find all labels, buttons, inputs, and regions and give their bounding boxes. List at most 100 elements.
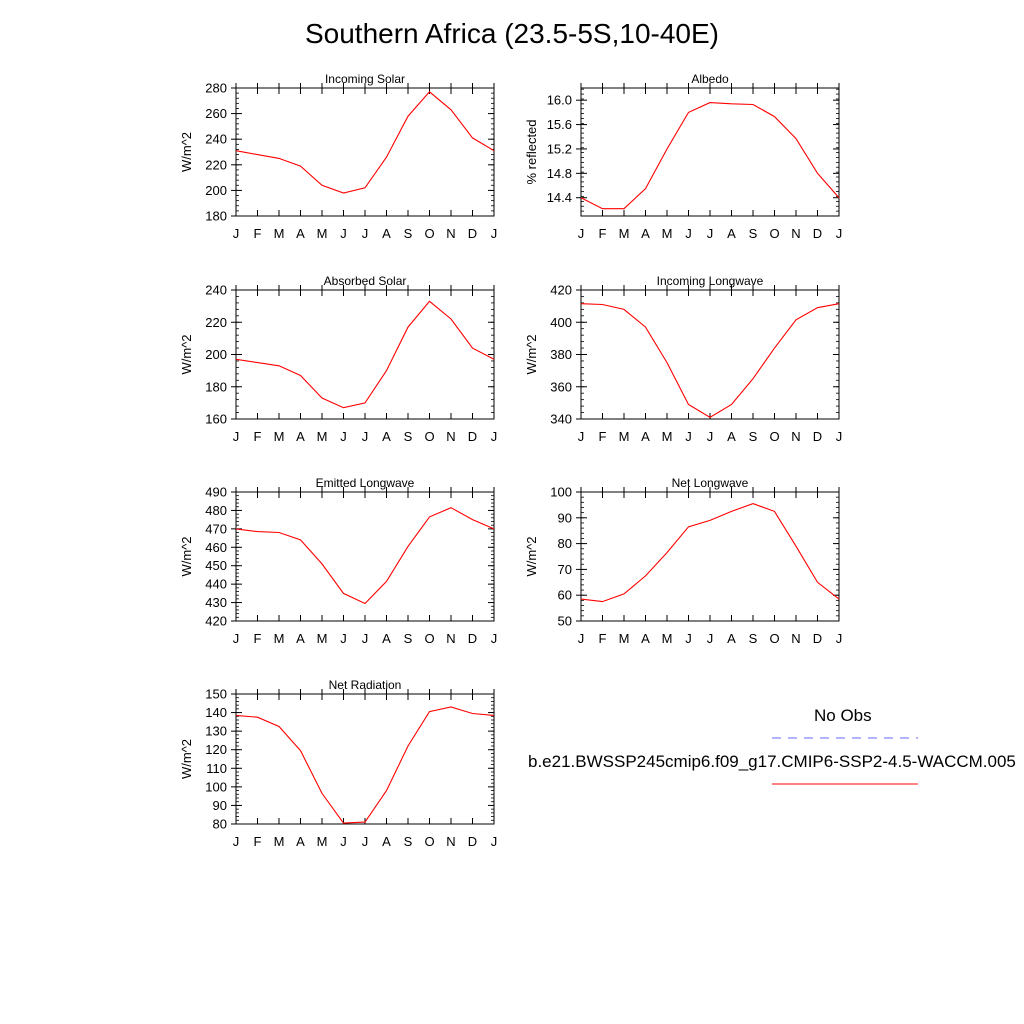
legend bbox=[772, 737, 918, 785]
incoming-solar-ytick-label: 260 bbox=[205, 106, 227, 121]
incoming-longwave-xtick-label: F bbox=[599, 429, 607, 444]
emitted-longwave-xtick-label: O bbox=[424, 631, 434, 646]
net-radiation-xtick-label: J bbox=[491, 834, 498, 849]
albedo-xtick-label: O bbox=[769, 226, 779, 241]
absorbed-solar-xtick-label: A bbox=[382, 429, 391, 444]
incoming-longwave-xtick-label: J bbox=[836, 429, 843, 444]
incoming-solar-ytick-label: 180 bbox=[205, 209, 227, 224]
net-radiation-xtick-label: F bbox=[254, 834, 262, 849]
albedo-xtick-label: J bbox=[836, 226, 843, 241]
emitted-longwave-ytick-label: 420 bbox=[205, 614, 227, 629]
emitted-longwave-series-line bbox=[235, 507, 495, 605]
emitted-longwave-xtick-label: J bbox=[491, 631, 498, 646]
emitted-longwave-ytick-label: 490 bbox=[205, 485, 227, 500]
net-radiation-ytick-label: 130 bbox=[205, 724, 227, 739]
emitted-longwave-ytick-label: 440 bbox=[205, 577, 227, 592]
albedo-xtick-label: J bbox=[707, 226, 714, 241]
incoming-longwave-ytick-label: 360 bbox=[550, 379, 572, 394]
incoming-solar-series-line bbox=[235, 91, 495, 194]
emitted-longwave-ytick-label: 470 bbox=[205, 521, 227, 536]
net-radiation-title: Net Radiation bbox=[329, 678, 402, 692]
incoming-solar-xtick-label: J bbox=[233, 226, 240, 241]
incoming-longwave-xtick-label: A bbox=[727, 429, 736, 444]
absorbed-solar-xtick-label: J bbox=[491, 429, 498, 444]
legend-label-model: b.e21.BWSSP245cmip6.f09_g17.CMIP6-SSP2-4… bbox=[528, 752, 1016, 771]
incoming-solar-xtick-label: S bbox=[404, 226, 413, 241]
emitted-longwave-xtick-label: F bbox=[254, 631, 262, 646]
absorbed-solar-xtick-label: N bbox=[446, 429, 455, 444]
net-longwave-xtick-label: M bbox=[619, 631, 630, 646]
emitted-longwave-xtick-label: N bbox=[446, 631, 455, 646]
net-radiation-xtick-label: A bbox=[296, 834, 305, 849]
incoming-longwave-xtick-label: O bbox=[769, 429, 779, 444]
incoming-longwave-title: Incoming Longwave bbox=[657, 274, 764, 288]
incoming-longwave-series-line bbox=[580, 303, 840, 419]
absorbed-solar-xtick-label: J bbox=[362, 429, 369, 444]
net-radiation-ytick-label: 110 bbox=[206, 761, 227, 776]
net-longwave-ytick-label: 80 bbox=[558, 536, 572, 551]
absorbed-solar-xtick-label: S bbox=[404, 429, 413, 444]
net-radiation-frame bbox=[235, 693, 495, 825]
net-longwave-xtick-label: J bbox=[685, 631, 692, 646]
emitted-longwave-xtick-label: J bbox=[233, 631, 240, 646]
page-title: Southern Africa (23.5-5S,10-40E) bbox=[304, 18, 719, 49]
net-longwave-series-line bbox=[580, 503, 840, 603]
absorbed-solar-title: Absorbed Solar bbox=[324, 274, 407, 288]
absorbed-solar-xtick-label: A bbox=[296, 429, 305, 444]
net-longwave-xtick-label: D bbox=[813, 631, 822, 646]
incoming-solar-frame bbox=[235, 87, 495, 217]
incoming-solar-xtick-label: M bbox=[317, 226, 328, 241]
net-radiation-ytick-label: 140 bbox=[205, 705, 227, 720]
albedo-xtick-label: N bbox=[791, 226, 800, 241]
net-radiation-xtick-label: N bbox=[446, 834, 455, 849]
albedo-xtick-label: A bbox=[727, 226, 736, 241]
net-longwave-ytick-label: 60 bbox=[558, 588, 572, 603]
albedo-series-line bbox=[580, 102, 840, 210]
incoming-solar-xtick-label: D bbox=[468, 226, 477, 241]
incoming-longwave-xtick-label: M bbox=[662, 429, 673, 444]
absorbed-solar-xtick-label: F bbox=[254, 429, 262, 444]
net-radiation-series-line bbox=[235, 706, 495, 824]
net-longwave-xtick-label: J bbox=[578, 631, 585, 646]
incoming-longwave-xtick-label: J bbox=[578, 429, 585, 444]
absorbed-solar-ytick-label: 200 bbox=[205, 347, 227, 362]
incoming-longwave-xtick-label: A bbox=[641, 429, 650, 444]
net-radiation-ytick-label: 150 bbox=[205, 687, 227, 702]
incoming-solar-xtick-label: A bbox=[296, 226, 305, 241]
incoming-longwave-xtick-label: N bbox=[791, 429, 800, 444]
legend-label-no-obs: No Obs bbox=[814, 706, 872, 725]
net-radiation-ytick-label: 100 bbox=[205, 779, 227, 794]
incoming-solar-ytick-label: 220 bbox=[205, 157, 227, 172]
absorbed-solar-ytick-label: 240 bbox=[205, 283, 227, 298]
emitted-longwave-xtick-label: A bbox=[382, 631, 391, 646]
incoming-longwave-xtick-label: J bbox=[707, 429, 714, 444]
net-radiation-ytick-label: 120 bbox=[205, 742, 227, 757]
albedo-ylabel: % reflected bbox=[524, 119, 539, 184]
incoming-solar-title: Incoming Solar bbox=[325, 72, 405, 86]
net-radiation-panel: Net Radiation W/m^2 80 90 100 110 120 130 140 150… bbox=[179, 678, 497, 849]
net-radiation-xtick-label: M bbox=[274, 834, 285, 849]
net-radiation-xtick-label: J bbox=[362, 834, 369, 849]
net-radiation-xtick-label: A bbox=[382, 834, 391, 849]
albedo-ytick-label: 14.4 bbox=[547, 190, 572, 205]
net-longwave-ytick-label: 100 bbox=[550, 485, 572, 500]
net-radiation-xtick-label: M bbox=[317, 834, 328, 849]
net-longwave-xtick-label: A bbox=[727, 631, 736, 646]
net-longwave-xtick-label: O bbox=[769, 631, 779, 646]
emitted-longwave-xtick-label: J bbox=[362, 631, 369, 646]
net-longwave-xtick-label: N bbox=[791, 631, 800, 646]
absorbed-solar-xtick-label: M bbox=[274, 429, 285, 444]
emitted-longwave-xtick-label: M bbox=[317, 631, 328, 646]
emitted-longwave-ylabel: W/m^2 bbox=[179, 536, 194, 576]
albedo-xtick-label: M bbox=[662, 226, 673, 241]
emitted-longwave-xtick-label: D bbox=[468, 631, 477, 646]
net-longwave-xtick-label: A bbox=[641, 631, 650, 646]
absorbed-solar-xtick-label: O bbox=[424, 429, 434, 444]
net-longwave-ytick-label: 70 bbox=[558, 562, 572, 577]
